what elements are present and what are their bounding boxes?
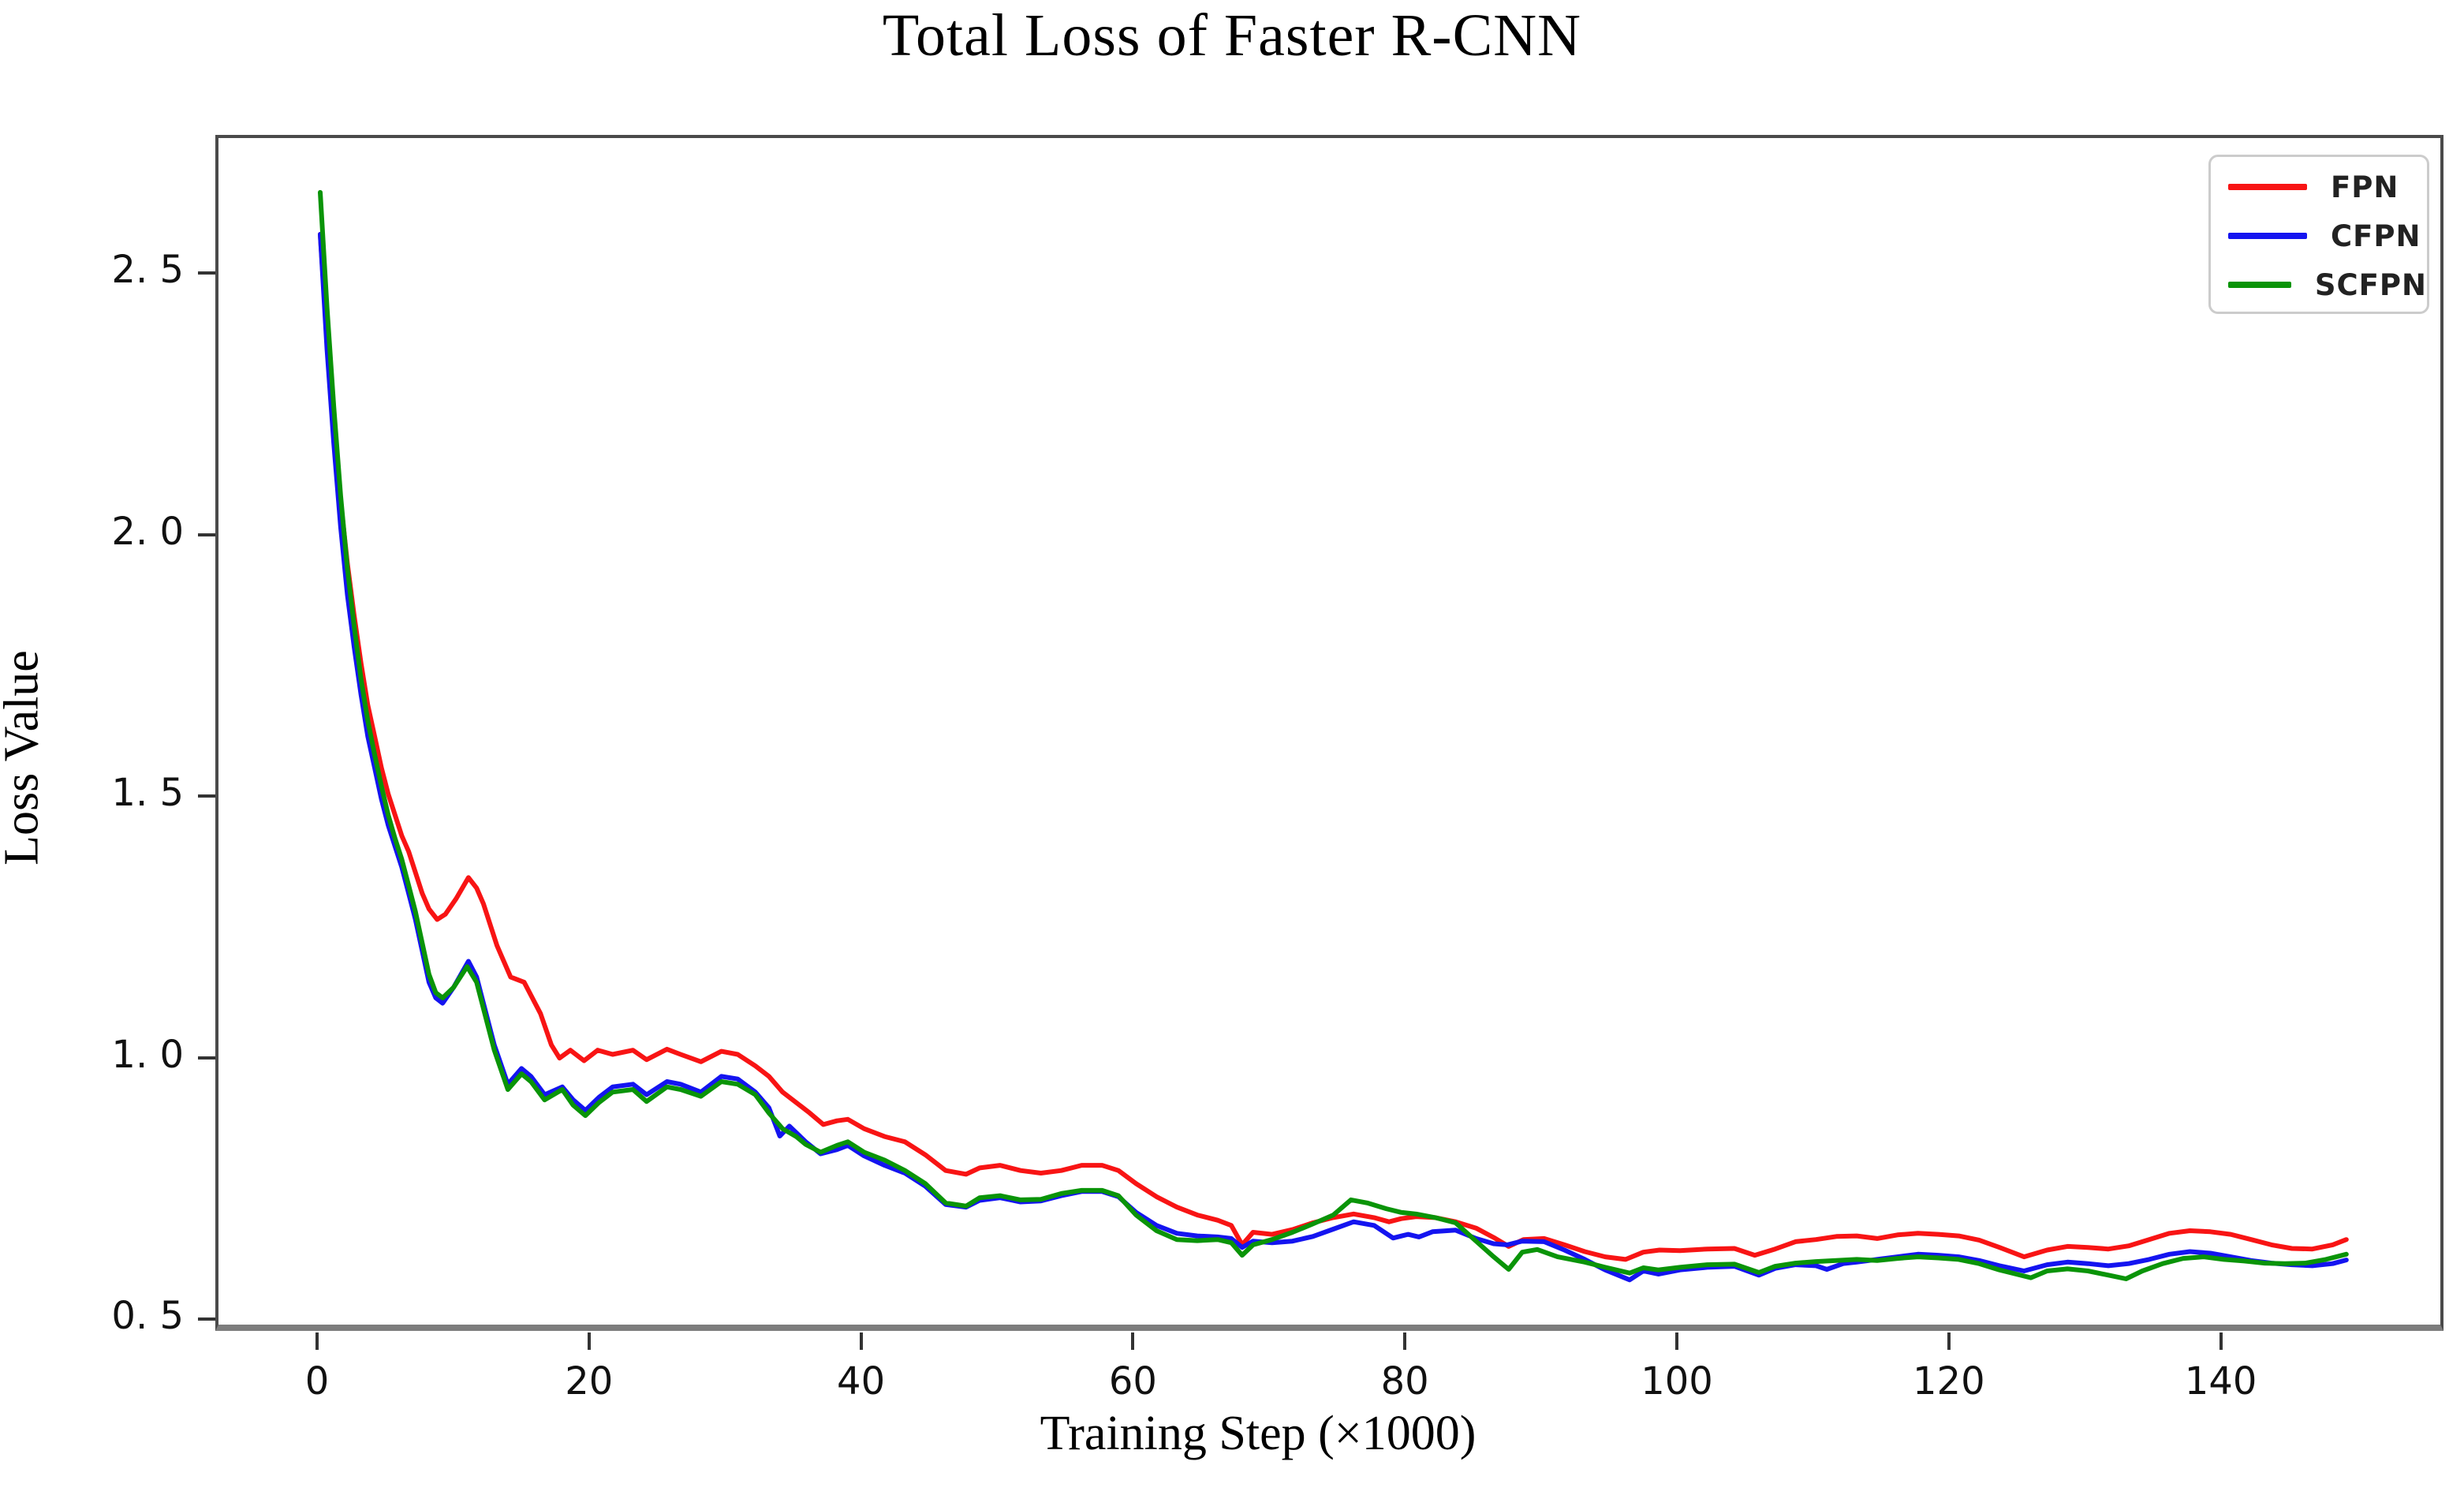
legend-label: CFPN — [2331, 219, 2421, 253]
legend-label: FPN — [2331, 170, 2399, 204]
y-tick-label: 0. 5 — [111, 1294, 184, 1338]
series-line-fpn — [318, 232, 2349, 1262]
x-tick-label: 120 — [1912, 1359, 1985, 1403]
plot-area: FPN CFPN SCFPN — [215, 135, 2443, 1331]
x-tick — [1675, 1332, 1678, 1350]
y-tick — [198, 271, 215, 275]
x-tick — [859, 1332, 863, 1350]
series-line-cfpn — [318, 232, 2349, 1283]
legend-swatch-scfpn-icon — [2228, 282, 2291, 288]
legend: FPN CFPN SCFPN — [2208, 155, 2429, 314]
y-tick-label: 1. 5 — [111, 771, 184, 815]
legend-item-cfpn: CFPN — [2211, 219, 2427, 253]
y-axis-label: Loss Value — [0, 650, 49, 865]
x-tick-label: 100 — [1641, 1359, 1713, 1403]
x-tick-label: 20 — [565, 1359, 614, 1403]
y-tick — [198, 1317, 215, 1321]
x-tick-label: 0 — [304, 1359, 330, 1403]
legend-swatch-cfpn-icon — [2228, 233, 2307, 239]
chart-title: Total Loss of Faster R-CNN — [882, 2, 1582, 69]
y-tick — [198, 1056, 215, 1060]
x-tick — [587, 1332, 591, 1350]
x-axis-label: Training Step (×1000) — [1040, 1407, 1477, 1460]
y-tick — [198, 533, 215, 536]
y-tick — [198, 794, 215, 798]
y-tick-label: 2. 5 — [111, 248, 184, 292]
x-tick-label: 40 — [837, 1359, 886, 1403]
x-tick — [1131, 1332, 1135, 1350]
legend-item-fpn: FPN — [2211, 170, 2427, 204]
x-tick-label: 140 — [2184, 1359, 2257, 1403]
x-tick — [2219, 1332, 2223, 1350]
y-tick-label: 2. 0 — [111, 509, 184, 554]
legend-label: SCFPN — [2314, 267, 2427, 302]
x-tick — [1947, 1332, 1951, 1350]
y-tick-label: 1. 0 — [111, 1032, 184, 1077]
series-line-scfpn — [318, 189, 2349, 1281]
x-tick-label: 60 — [1108, 1359, 1157, 1403]
series-lines-canvas — [318, 189, 2349, 1283]
x-tick — [315, 1332, 319, 1350]
x-tick — [1403, 1332, 1407, 1350]
legend-swatch-fpn-icon — [2228, 184, 2307, 190]
x-tick-label: 80 — [1380, 1359, 1429, 1403]
legend-item-scfpn: SCFPN — [2211, 267, 2427, 302]
